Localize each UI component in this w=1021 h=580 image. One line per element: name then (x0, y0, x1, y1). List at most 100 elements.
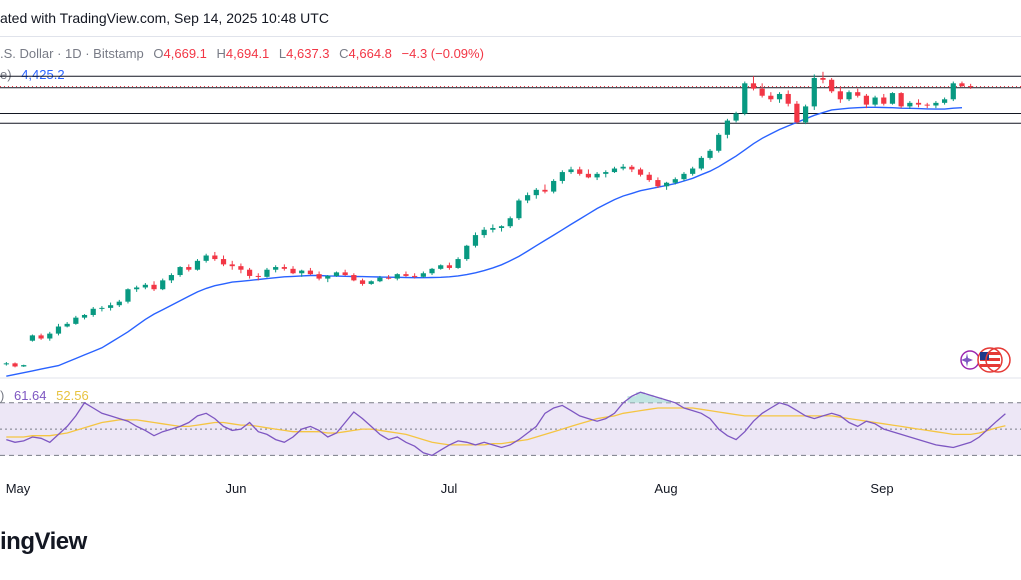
candle-body (690, 168, 696, 174)
candle-body (229, 264, 235, 267)
candle-body (377, 277, 383, 282)
candle-body (577, 169, 583, 174)
candle-body (750, 83, 757, 89)
candle-body (542, 189, 548, 192)
candle-body (733, 113, 739, 121)
candle-body (776, 93, 783, 100)
candle-body (620, 166, 626, 169)
candle-body (768, 95, 774, 100)
candle-body (246, 269, 253, 276)
symbol-legend: .S. Dollar · 1D · Bitstamp O4,669.1 H4,6… (0, 46, 484, 61)
candle-body (585, 173, 592, 178)
candle-body (881, 97, 887, 104)
candle-body (672, 179, 678, 183)
candle-body (646, 174, 652, 181)
candle-body (307, 270, 314, 275)
candle-body (238, 266, 244, 270)
low-value: L4,637.3 (278, 46, 330, 61)
candle-body (785, 93, 791, 104)
price-chart[interactable]: May Jun Jul Aug Sep (0, 0, 1021, 505)
candle-body (203, 255, 209, 261)
candle-body (81, 314, 88, 318)
rsi-prefix: ) (0, 388, 5, 403)
candle-body (941, 99, 948, 103)
candle-body (342, 272, 348, 276)
candle-body (933, 102, 939, 106)
brand-logo: ingView (0, 528, 87, 555)
flag-icon[interactable] (958, 345, 1018, 375)
candle-body (12, 363, 18, 367)
candle-body (655, 180, 661, 187)
candle-body (820, 77, 826, 80)
candle-body (47, 333, 53, 339)
candle-body (629, 166, 635, 170)
candle-body (194, 260, 201, 270)
symbol-name: .S. Dollar · 1D · Bitstamp (0, 46, 144, 61)
header-text: ated with TradingView.com, Sep 14, 2025 … (0, 10, 329, 26)
candle-body (829, 79, 835, 92)
candle-body (481, 229, 487, 236)
candle-body (559, 172, 565, 181)
candle-body (420, 273, 426, 277)
candle-body (863, 95, 870, 105)
candle-body (29, 335, 36, 341)
candle-body (299, 270, 305, 274)
candle-body (681, 173, 687, 180)
candle-body (38, 335, 44, 339)
candle-body (872, 97, 878, 105)
candle-body (837, 91, 843, 100)
candle-body (90, 308, 96, 315)
candle-body (290, 268, 296, 274)
candle-body (73, 317, 79, 324)
candle-body (99, 307, 105, 309)
candle-body (716, 134, 722, 151)
high-value: H4,694.1 (216, 46, 270, 61)
candle-body (21, 365, 27, 367)
close-value: C4,664.8 (339, 46, 392, 61)
ma-prefix: e) (0, 67, 12, 82)
candle-body (594, 173, 600, 178)
candle-body (455, 259, 461, 268)
candle-body (889, 93, 896, 104)
candle-body (281, 267, 287, 269)
candle-body (759, 88, 765, 96)
candle-body (116, 301, 122, 306)
candle-body (568, 169, 574, 173)
candle-body (368, 281, 374, 284)
candle-body (611, 168, 618, 173)
candle-body (212, 255, 218, 260)
candle-body (907, 102, 913, 107)
candle-body (385, 277, 392, 279)
rsi-line (6, 391, 1006, 457)
rsi-ma-value: 52.56 (56, 388, 89, 403)
candle-body (698, 157, 704, 169)
candle-body (446, 265, 453, 268)
candle-body (64, 323, 70, 327)
candle-body (273, 267, 279, 270)
x-tick-aug: Aug (654, 481, 677, 496)
candle-body (220, 259, 227, 265)
footer: ingView (0, 505, 1021, 580)
candle-body (351, 275, 357, 281)
candle-body (498, 226, 505, 228)
candle-body (333, 272, 340, 276)
candle-body (255, 275, 261, 277)
candle-body (412, 275, 418, 277)
x-tick-sep: Sep (870, 481, 893, 496)
candle-body (403, 274, 409, 276)
candle-body (603, 172, 609, 174)
candle-body (524, 195, 531, 201)
rsi-ma-line (6, 407, 1006, 446)
candle-body (125, 289, 131, 302)
header-bar: ated with TradingView.com, Sep 14, 2025 … (0, 0, 1021, 37)
candle-body (742, 83, 748, 114)
candle-body (429, 268, 435, 274)
x-tick-jul: Jul (441, 481, 458, 496)
candle-body (846, 92, 852, 100)
open-value: O4,669.1 (153, 46, 207, 61)
candle-body (142, 284, 148, 288)
rsi-overbought-fill (627, 392, 671, 403)
candle-body (438, 265, 444, 269)
candle-body (464, 245, 470, 260)
candle-body (168, 275, 175, 281)
